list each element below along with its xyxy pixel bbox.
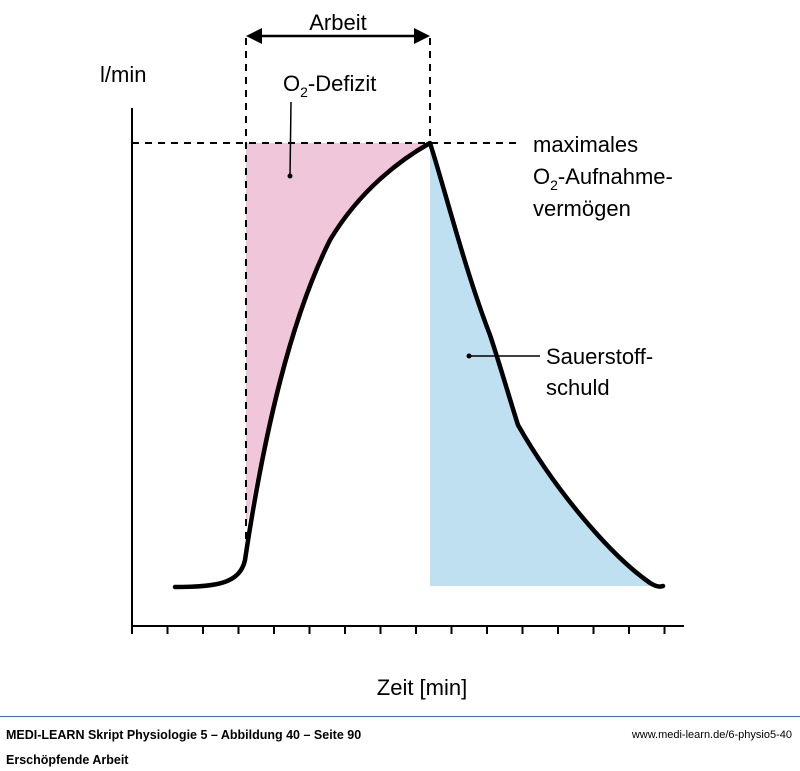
o2-deficit-area [246,143,430,530]
work-arrow-left-head [246,28,262,44]
max-uptake-label-line1: maximales [533,132,638,157]
footer-url[interactable]: www.medi-learn.de/6-physio5-40 [631,729,792,741]
x-axis-ticks [131,626,666,634]
deficit-leader-dot [287,173,293,179]
deficit-leader-line [289,101,292,177]
max-uptake-label-line3: vermögen [533,196,631,221]
x-axis-label: Zeit [min] [377,675,467,700]
work-arrow-right-head [414,28,430,44]
oxygen-debt-area [430,143,660,586]
max-uptake-label-line2: O2-Aufnahme- [533,164,673,193]
footer-divider [0,716,800,717]
footer: MEDI-LEARN Skript Physiologie 5 – Abbild… [0,712,800,771]
o2-deficit-label: O2-Defizit [283,71,376,100]
footer-title: MEDI-LEARN Skript Physiologie 5 – Abbild… [6,728,362,742]
oxygen-debt-label-line1: Sauerstoff- [546,344,653,369]
work-label: Arbeit [309,10,366,35]
oxygen-debt-diagram: Arbeit l/min O2-Defizit maximales O2-Auf… [100,10,684,700]
oxygen-uptake-curve [172,140,666,590]
y-unit-label: l/min [100,62,146,87]
footer-caption: Erschöpfende Arbeit [6,753,129,767]
oxygen-debt-label-line2: schuld [546,375,610,400]
debt-leader-dot [466,353,472,359]
